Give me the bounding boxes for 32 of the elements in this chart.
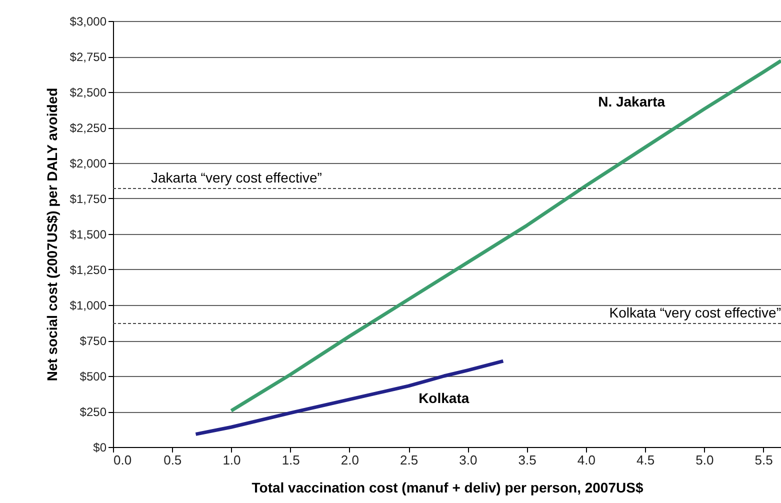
y-axis-title: Net social cost (2007US$) per DALY avoided [44,88,60,382]
x-tick-label: 1.5 [282,452,300,468]
y-tick-label: $0 [93,440,107,454]
x-tick-label: 3.5 [518,452,536,468]
series-label: N. Jakarta [598,93,666,110]
y-tick-label: $2,000 [70,156,107,170]
y-tick-label: $3,000 [70,14,107,28]
x-tick-label: 4.0 [577,452,596,468]
x-axis-title: Total vaccination cost (manuf + deliv) per person, 2007US$ [252,480,644,496]
x-tick-label: 2.0 [340,452,359,468]
y-tick-label: $500 [80,370,107,384]
y-tick-label: $1,750 [70,192,107,206]
y-tick-label: $1,250 [70,263,107,277]
x-tick-label: 1.0 [222,452,241,468]
y-tick-label: $1,000 [70,298,107,312]
y-tick-label: $2,500 [70,86,107,100]
y-tick-label: $1,500 [70,228,107,242]
x-tick-label: 5.5 [754,452,773,468]
x-tick-label: 0.5 [164,452,182,468]
y-tick-label: $2,250 [70,121,107,135]
ref-line-label: Jakarta “very cost effective” [151,170,322,186]
x-tick-label: 0.0 [114,452,132,468]
x-tick-label: 5.0 [696,452,714,468]
series-label: Kolkata [418,390,470,406]
x-tick-label: 2.5 [400,452,418,468]
x-tick-label: 3.0 [459,452,478,468]
ref-line-label: Kolkata “very cost effective” [609,304,781,320]
y-tick-label: $2,750 [70,50,107,64]
x-tick-label: 4.5 [636,452,655,468]
line-series [194,359,505,436]
y-tick-label: $250 [80,405,107,419]
y-tick-label: $750 [80,334,107,348]
